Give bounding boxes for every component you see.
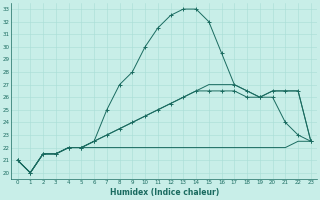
X-axis label: Humidex (Indice chaleur): Humidex (Indice chaleur) (109, 188, 219, 197)
